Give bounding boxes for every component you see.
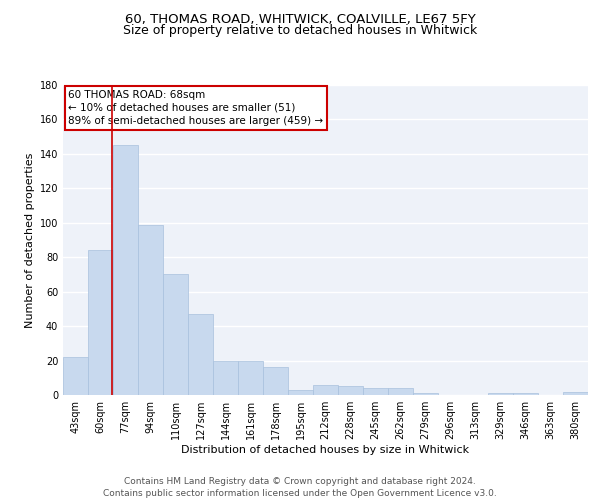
- Text: 60, THOMAS ROAD, WHITWICK, COALVILLE, LE67 5FY: 60, THOMAS ROAD, WHITWICK, COALVILLE, LE…: [125, 12, 475, 26]
- Bar: [488, 394, 513, 395]
- Bar: [288, 390, 313, 395]
- X-axis label: Distribution of detached houses by size in Whitwick: Distribution of detached houses by size …: [181, 445, 470, 455]
- Y-axis label: Number of detached properties: Number of detached properties: [25, 152, 35, 328]
- Bar: [388, 388, 413, 395]
- Bar: [338, 386, 363, 395]
- Bar: [138, 224, 163, 395]
- Bar: [63, 357, 88, 395]
- Text: Size of property relative to detached houses in Whitwick: Size of property relative to detached ho…: [123, 24, 477, 37]
- Bar: [88, 250, 113, 395]
- Bar: [213, 360, 238, 395]
- Bar: [238, 360, 263, 395]
- Bar: [563, 392, 588, 395]
- Bar: [413, 394, 438, 395]
- Bar: [163, 274, 188, 395]
- Bar: [313, 384, 338, 395]
- Bar: [513, 394, 538, 395]
- Bar: [188, 314, 213, 395]
- Text: 60 THOMAS ROAD: 68sqm
← 10% of detached houses are smaller (51)
89% of semi-deta: 60 THOMAS ROAD: 68sqm ← 10% of detached …: [68, 90, 323, 126]
- Bar: [263, 368, 288, 395]
- Bar: [363, 388, 388, 395]
- Text: Contains HM Land Registry data © Crown copyright and database right 2024.
Contai: Contains HM Land Registry data © Crown c…: [103, 476, 497, 498]
- Bar: [113, 146, 138, 395]
